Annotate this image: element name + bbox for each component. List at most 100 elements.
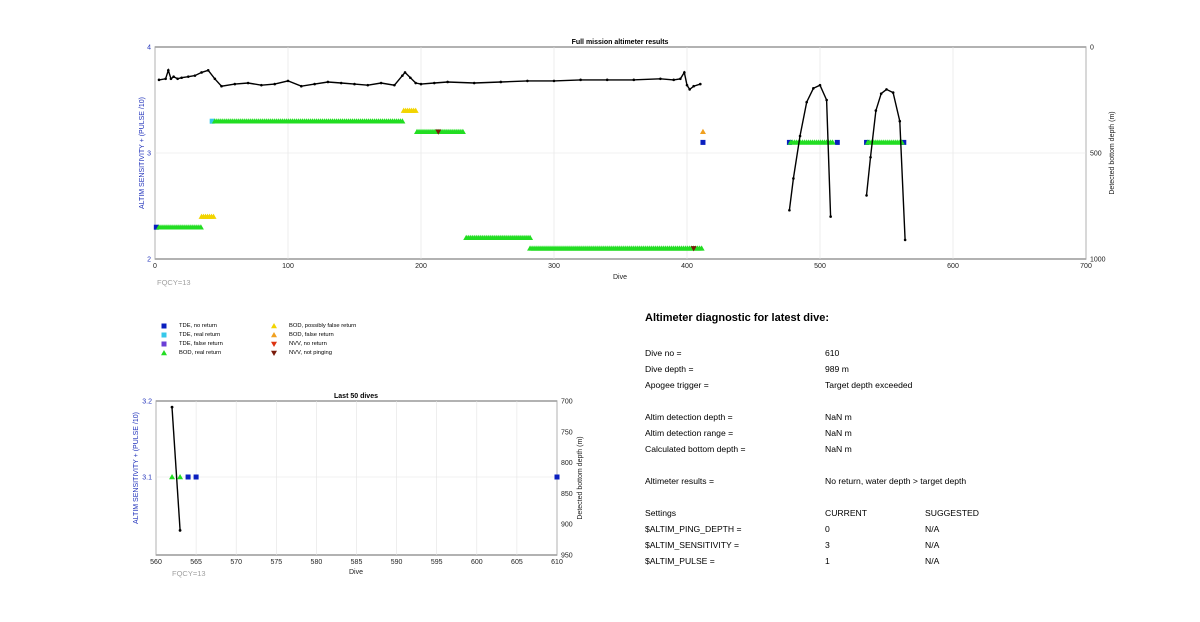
main-y-right-tick: 0: [1090, 45, 1094, 52]
diagnostic-label: $ALTIM_SENSITIVITY =: [645, 540, 740, 550]
diagnostic-value: CURRENT: [825, 508, 868, 518]
main-depth-point: [169, 77, 173, 81]
main-marker: [698, 245, 705, 251]
main-y-right-tick: 500: [1090, 151, 1102, 158]
last50-x-tick: 575: [270, 559, 282, 566]
legend-symbol-icon: [161, 323, 167, 329]
main-depth-point: [186, 75, 190, 78]
main-depth-point: [366, 83, 370, 87]
diagnostic-suggested: N/A: [925, 556, 940, 566]
main-depth-point: [379, 81, 383, 85]
main-depth-point: [433, 81, 436, 85]
main-depth-point: [273, 82, 277, 86]
legend-symbol: [161, 323, 167, 329]
last50-y-right-tick: 800: [561, 460, 573, 467]
main-depth-line: [865, 88, 906, 240]
main-depth-point: [157, 78, 161, 82]
main-depth-point: [798, 134, 802, 138]
diagnostic-row: Calculated bottom depth = NaN m: [645, 444, 1165, 456]
main-depth-point: [401, 74, 404, 77]
last50-marker: [193, 474, 199, 480]
main-y-left-tick: 4: [147, 45, 151, 52]
last50-x-tick: 570: [230, 559, 242, 566]
main-marker: [700, 139, 706, 145]
diagnostic-label: Dive depth =: [645, 364, 694, 374]
legend-symbol-icon: [271, 323, 277, 329]
main-depth-point: [233, 82, 237, 86]
diagnostic-label: Apogee trigger =: [645, 380, 709, 390]
legend-symbol-icon: [271, 341, 277, 347]
legend-label: TDE, false return: [179, 340, 223, 347]
diagnostic-row: Apogee trigger = Target depth exceeded: [645, 380, 1165, 392]
main-depth-point: [193, 74, 197, 77]
main-depth-point: [167, 69, 170, 72]
main-depth-point: [825, 98, 828, 102]
main-y-right-tick-labels: 0 500 1000: [1090, 45, 1106, 264]
main-depth-point: [164, 77, 167, 81]
diagnostic-title: Altimeter diagnostic for latest dive:: [645, 312, 829, 324]
main-bottom-depth-trace: [157, 67, 907, 242]
legend-label: BOD, false return: [289, 331, 334, 338]
main-depth-point: [172, 75, 175, 78]
diagnostic-suggested: N/A: [925, 524, 940, 534]
main-marker: [829, 139, 836, 145]
last50-marker: [185, 474, 191, 480]
diagnostic-label: Calculated bottom depth =: [645, 444, 746, 454]
main-depth-point: [220, 84, 223, 88]
last50-x-tick-labels: 560 565 570 575 580 585 590 595 600 605 610: [150, 559, 563, 566]
main-depth-point: [409, 76, 412, 80]
last50-y-right-tick: 750: [561, 429, 573, 436]
last50-depth-line: [171, 407, 181, 531]
main-depth-point: [526, 79, 529, 83]
legend-symbol: [271, 341, 277, 347]
main-depth-point: [552, 79, 556, 83]
main-y-left-axis-label: ALTIM SENSITIVITY + (PULSE /10): [139, 97, 146, 209]
main-depth-point: [176, 77, 179, 81]
last50-depth-point: [170, 405, 174, 409]
main-depth-point: [632, 78, 636, 82]
main-y-right-tick: 1000: [1090, 257, 1106, 264]
legend-symbol-icon: [161, 332, 167, 338]
diagnostic-row: [645, 396, 1165, 408]
diagnostic-label: Altim detection range =: [645, 428, 734, 438]
main-depth-point: [683, 71, 686, 74]
main-marker: [209, 118, 215, 124]
legend-symbol: [271, 350, 277, 356]
main-depth-point: [446, 80, 449, 84]
main-depth-point: [300, 84, 303, 88]
diagnostic-row: Altim detection depth = NaN m: [645, 412, 1165, 424]
main-x-tick: 100: [282, 263, 294, 270]
last50-depth-point: [178, 528, 182, 532]
main-marker: [459, 128, 466, 135]
last50-y-left-axis-label: ALTIM SENSITIVITY + (PULSE /10): [133, 412, 140, 524]
legend-label: BOD, possibly false return: [289, 322, 357, 329]
legend-symbol: [161, 341, 167, 347]
last50-x-tick: 565: [190, 559, 202, 566]
main-depth-point: [805, 100, 808, 104]
main-depth-point: [788, 208, 791, 212]
main-marker: [153, 224, 159, 230]
last50-y-left-tick: 3.1: [142, 475, 152, 482]
last50-x-axis-label: Dive: [349, 569, 363, 576]
legend-symbol: [271, 323, 277, 329]
diagnostic-label: Dive no =: [645, 348, 682, 358]
legend: TDE, no return TDE, real return TDE, false…: [155, 320, 415, 362]
diagnostic-value: 989 m: [825, 364, 849, 374]
main-depth-point: [419, 82, 423, 86]
last50-y-left-tick: 3.2: [142, 399, 152, 406]
main-depth-point: [874, 109, 878, 112]
last50-x-tick: 605: [511, 559, 523, 566]
diagnostic-value: NaN m: [825, 428, 852, 438]
main-x-tick-labels: 0 100 200 300 400 500 600 700: [153, 263, 1092, 270]
main-x-tick: 400: [681, 263, 693, 270]
main-marker: [210, 213, 217, 219]
main-depth-point: [200, 71, 203, 74]
legend-symbol-icon: [271, 350, 277, 356]
legend-label: TDE, no return: [179, 322, 218, 329]
last50-x-tick: 585: [351, 559, 363, 566]
diagnostic-label: $ALTIM_PING_DEPTH =: [645, 524, 742, 534]
last50-x-tick: 600: [471, 559, 483, 566]
main-marker: [834, 139, 840, 145]
main-plot-title: Full mission altimeter results: [572, 39, 669, 46]
